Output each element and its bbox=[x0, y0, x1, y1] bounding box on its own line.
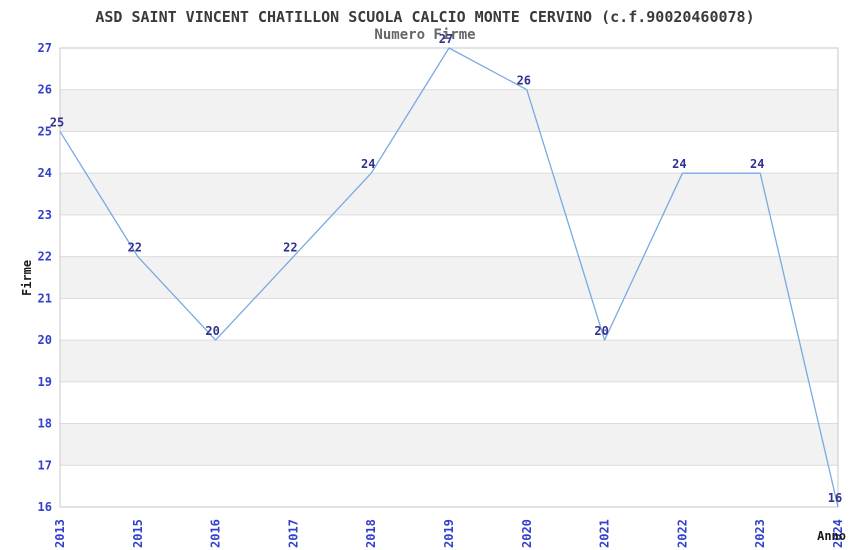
plot-band bbox=[60, 256, 838, 299]
plot-band bbox=[60, 423, 838, 466]
x-tick-label: 2019 bbox=[442, 519, 456, 548]
y-tick-label: 23 bbox=[38, 208, 52, 222]
plot-band bbox=[60, 173, 838, 215]
plot-band bbox=[60, 48, 838, 90]
y-axis-title: Firme bbox=[20, 260, 34, 296]
plot-band bbox=[60, 465, 838, 507]
plot-band bbox=[60, 131, 838, 174]
plot-band bbox=[60, 381, 838, 424]
data-label: 22 bbox=[128, 241, 142, 255]
data-label: 27 bbox=[439, 32, 453, 46]
x-tick-label: 2020 bbox=[520, 519, 534, 548]
chart-title: ASD SAINT VINCENT CHATILLON SCUOLA CALCI… bbox=[95, 8, 755, 26]
data-label: 24 bbox=[750, 157, 764, 171]
x-tick-label: 2017 bbox=[286, 519, 300, 548]
y-tick-label: 26 bbox=[38, 83, 52, 97]
data-label: 20 bbox=[594, 324, 608, 338]
x-tick-label: 2022 bbox=[675, 519, 689, 548]
chart-subtitle: Numero Firme bbox=[374, 27, 476, 43]
data-label: 22 bbox=[283, 241, 297, 255]
x-tick-label: 2015 bbox=[131, 519, 145, 548]
x-axis-title: Anno bbox=[817, 529, 846, 543]
data-label: 24 bbox=[361, 157, 375, 171]
y-tick-label: 19 bbox=[38, 375, 52, 389]
data-label: 16 bbox=[828, 491, 842, 505]
data-label: 25 bbox=[50, 115, 64, 129]
x-tick-label: 2013 bbox=[53, 519, 67, 548]
y-tick-label: 16 bbox=[38, 500, 52, 514]
data-line bbox=[59, 47, 839, 508]
y-tick-label: 18 bbox=[38, 417, 52, 431]
plot-band bbox=[60, 340, 838, 382]
plot-band bbox=[60, 298, 838, 341]
y-tick-label: 21 bbox=[38, 291, 52, 305]
data-label: 20 bbox=[205, 324, 219, 338]
x-tick-label: 2021 bbox=[598, 519, 612, 548]
y-tick-label: 20 bbox=[38, 333, 52, 347]
y-tick-label: 22 bbox=[38, 250, 52, 264]
x-tick-label: 2018 bbox=[364, 519, 378, 548]
data-label: 24 bbox=[672, 157, 686, 171]
x-tick-label: 2024 bbox=[831, 519, 845, 548]
x-tick-label: 2023 bbox=[753, 519, 767, 548]
plot-band bbox=[60, 89, 838, 132]
plot-band bbox=[60, 214, 838, 257]
y-tick-label: 25 bbox=[38, 124, 52, 138]
y-tick-label: 24 bbox=[38, 166, 52, 180]
x-tick-label: 2016 bbox=[209, 519, 223, 548]
data-label: 26 bbox=[517, 74, 531, 88]
y-tick-label: 27 bbox=[38, 41, 52, 55]
y-tick-label: 17 bbox=[38, 458, 52, 472]
